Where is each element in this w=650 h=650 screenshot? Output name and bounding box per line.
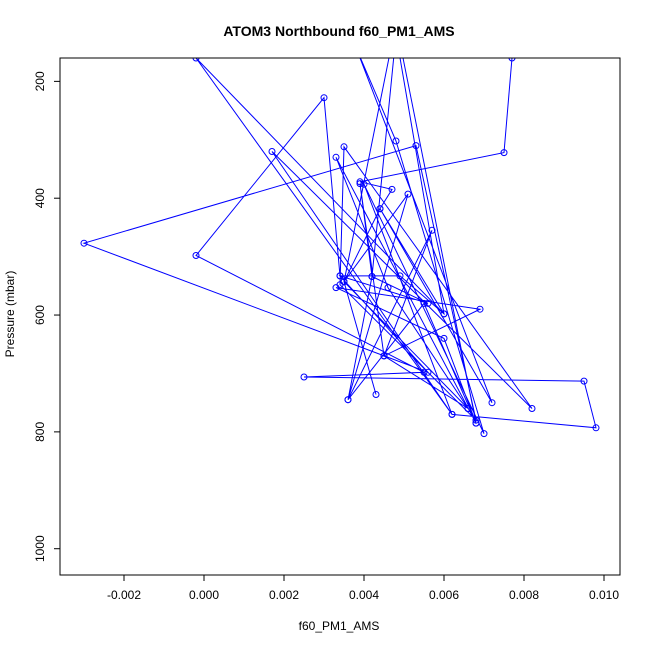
data-point <box>380 352 388 360</box>
data-point <box>464 405 472 412</box>
data-point <box>360 180 368 188</box>
data-point <box>440 334 448 342</box>
x-tick-label: 0.006 <box>429 588 459 602</box>
data-point <box>376 205 384 213</box>
data-point <box>580 377 588 385</box>
data-point <box>372 391 380 398</box>
data-point <box>340 278 348 286</box>
data-point <box>192 252 200 259</box>
data-point <box>412 142 420 150</box>
data-point <box>332 284 340 292</box>
data-point <box>300 373 308 381</box>
data-point <box>368 273 376 280</box>
data-point <box>392 137 400 145</box>
x-tick-label: 0.004 <box>349 588 379 602</box>
data-point <box>500 149 508 157</box>
x-axis-label: f60_PM1_AMS <box>299 619 380 633</box>
data-point <box>320 94 328 102</box>
axes: -0.002 0.000 0.002 0.004 0.006 0.008 0.010 200 4… <box>33 71 619 602</box>
data-point <box>336 272 344 280</box>
data-point <box>440 310 448 318</box>
x-tick-label: 0.000 <box>189 588 219 602</box>
data-point <box>396 272 404 280</box>
y-tick-label: 800 <box>33 422 47 442</box>
data-point <box>528 405 536 412</box>
x-tick-label: 0.002 <box>269 588 299 602</box>
data-point <box>332 153 340 161</box>
data-point <box>340 143 348 151</box>
y-tick-label: 200 <box>33 71 47 91</box>
x-tick-label: 0.008 <box>509 588 539 602</box>
data-point <box>488 399 496 407</box>
data-point <box>420 368 428 376</box>
data-point <box>80 239 88 247</box>
data-point <box>268 148 276 155</box>
data-point <box>480 430 488 438</box>
y-tick-label: 1000 <box>33 535 47 562</box>
data-point <box>420 299 428 307</box>
data-point <box>448 410 456 418</box>
data-point <box>404 190 412 198</box>
y-tick-label: 600 <box>33 305 47 325</box>
data-point <box>472 419 480 427</box>
data-point <box>353 45 359 51</box>
data-point <box>428 226 436 234</box>
data-point <box>356 180 364 188</box>
x-tick-label: 0.010 <box>589 588 619 602</box>
data-point <box>344 396 352 404</box>
data-point <box>388 185 396 193</box>
y-tick-label: 400 <box>33 188 47 208</box>
data-point <box>424 299 432 307</box>
data-point <box>592 424 600 432</box>
y-axis-label: Pressure (mbar) <box>3 271 17 358</box>
data-point <box>384 284 392 292</box>
data-point <box>472 416 480 424</box>
data-point <box>424 368 432 376</box>
data-point <box>192 58 200 62</box>
x-tick-label: -0.002 <box>107 588 141 602</box>
plot-frame <box>59 57 621 576</box>
series-line <box>82 58 597 434</box>
chart-title: ATOM3 Northbound f60_PM1_AMS <box>223 23 454 39</box>
plot-area <box>80 45 600 438</box>
data-point <box>508 58 516 62</box>
data-point <box>476 305 484 313</box>
